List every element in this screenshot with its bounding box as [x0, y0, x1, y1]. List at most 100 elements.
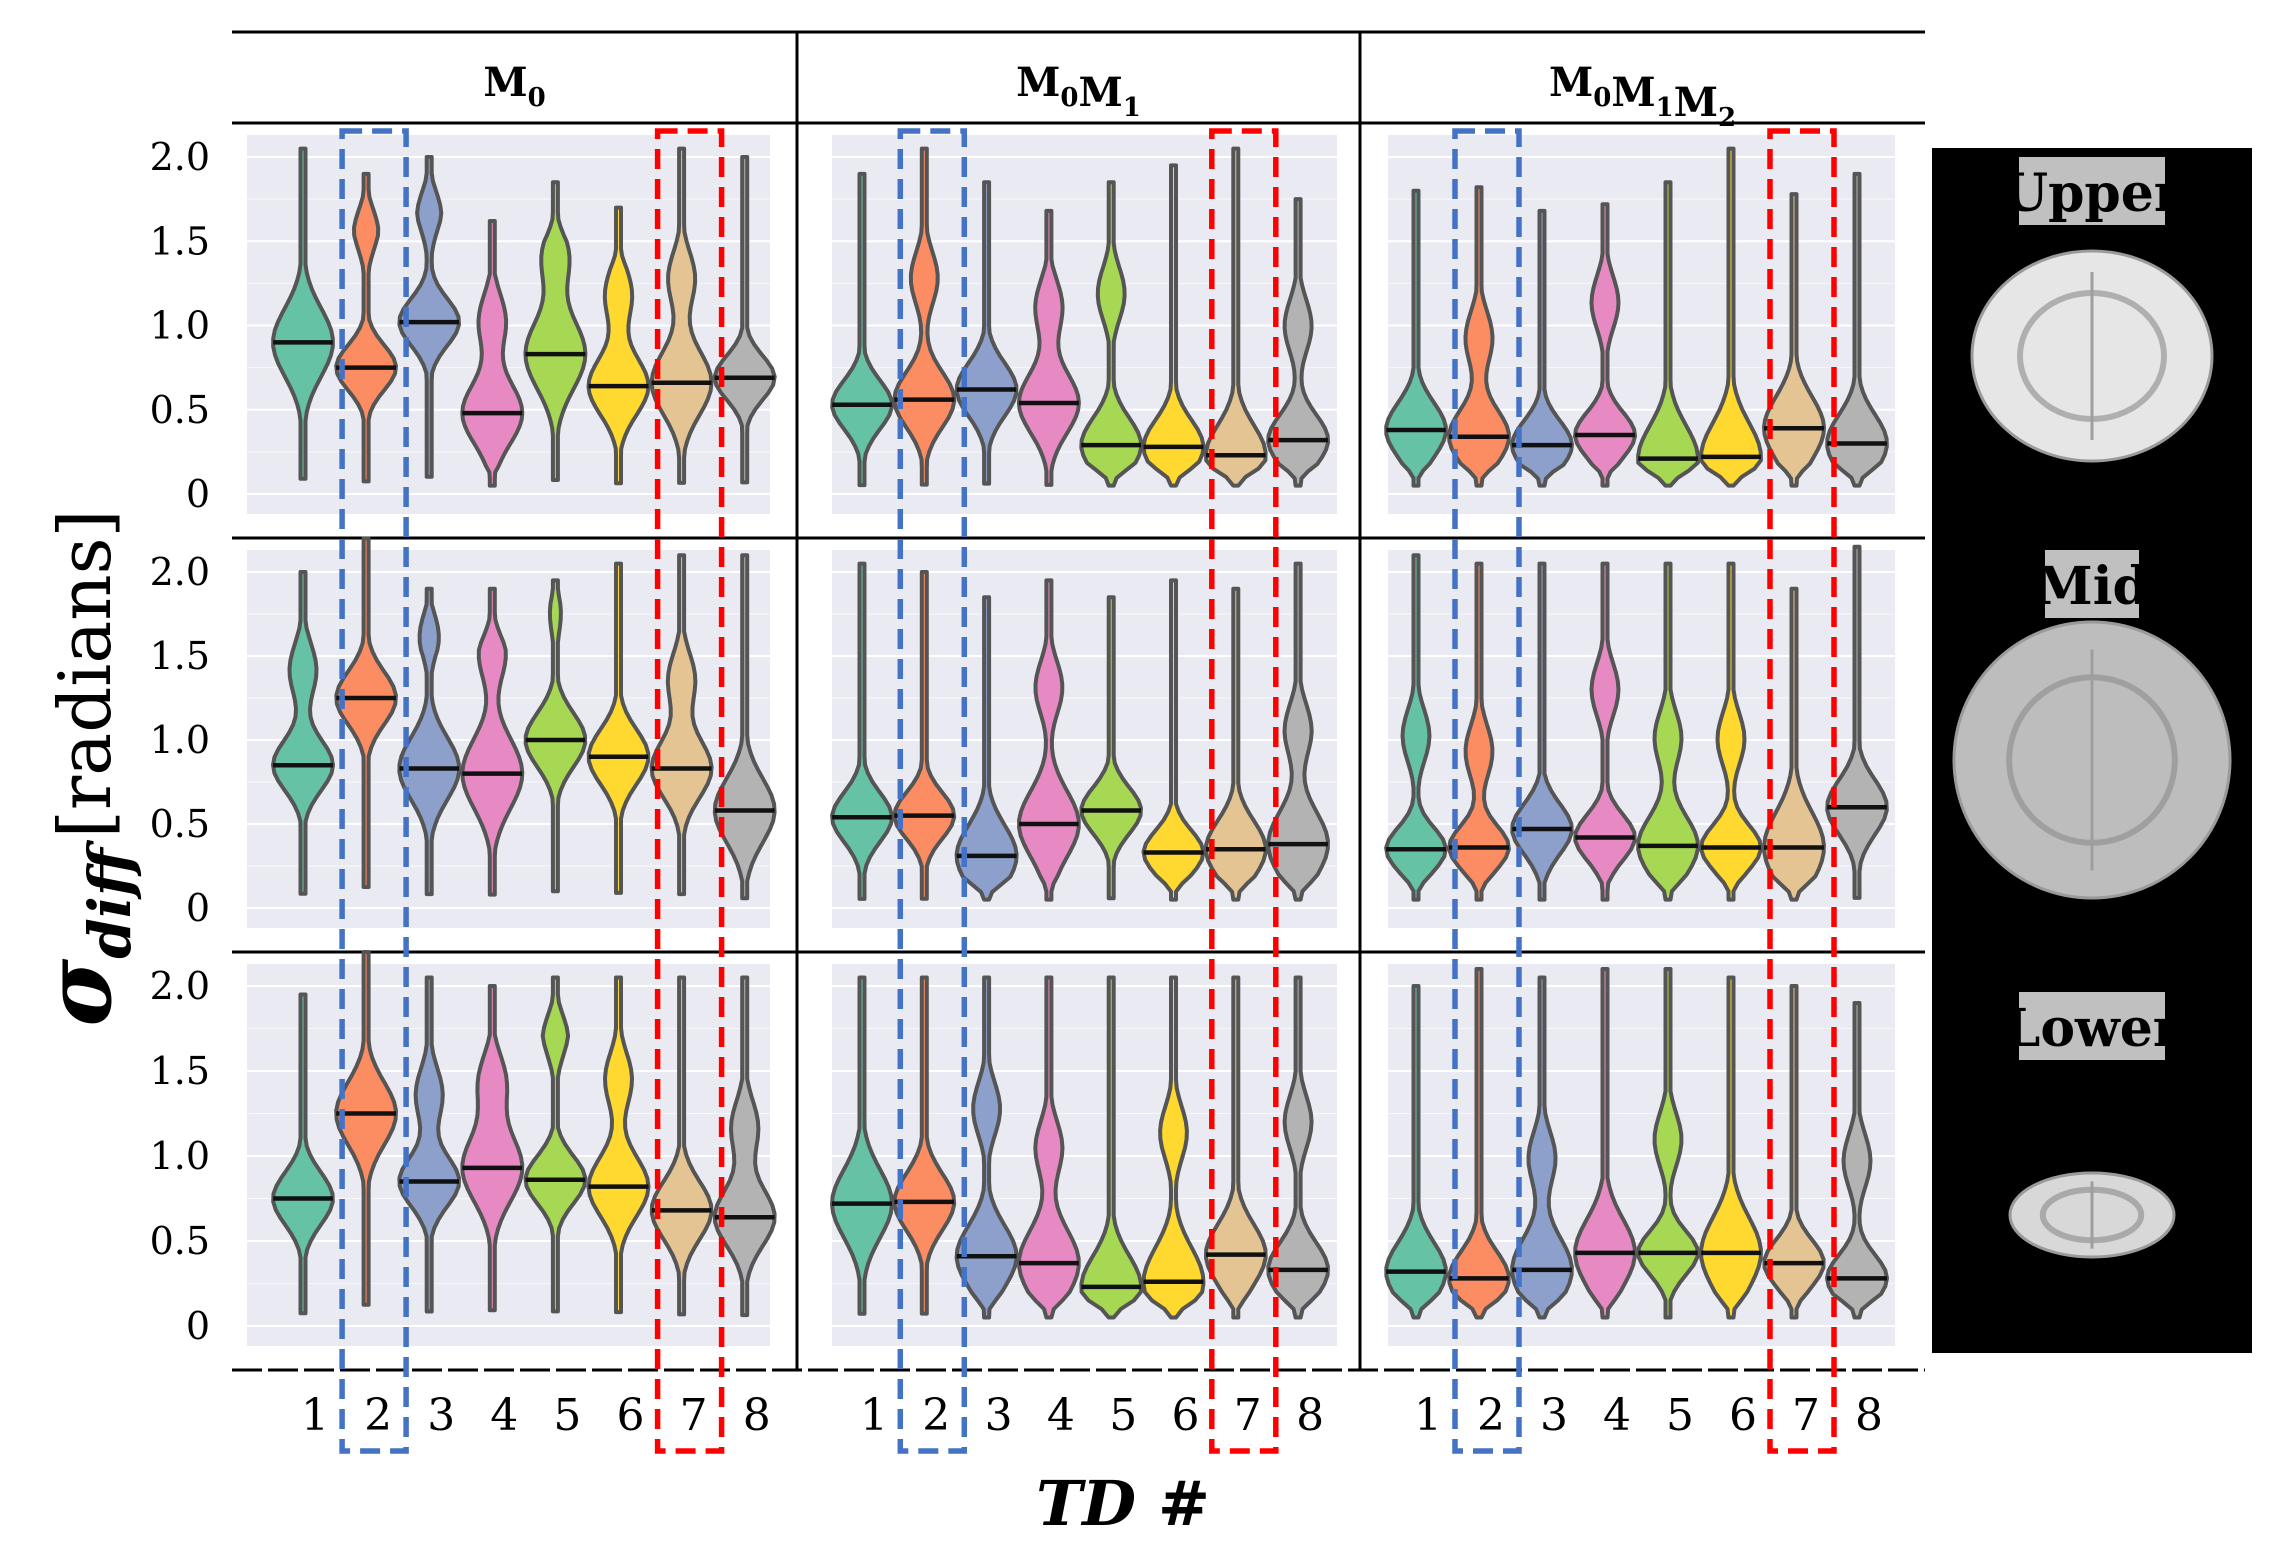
brain-label-box — [2019, 157, 2165, 225]
brain-label-mid: Mid — [2035, 556, 2149, 617]
violin-td5 — [523, 180, 588, 482]
violin-td7 — [1762, 586, 1826, 902]
x-tick-label: 3 — [1540, 1390, 1568, 1441]
violin-td1 — [830, 975, 894, 1316]
violin-td2 — [334, 950, 398, 1307]
x-tick-label: 7 — [680, 1390, 708, 1441]
violin-td5 — [1636, 180, 1700, 488]
x-tick-label: 8 — [743, 1390, 771, 1441]
violin-td5 — [1636, 967, 1700, 1320]
violin-td7 — [1762, 984, 1826, 1320]
x-tick-label: 4 — [490, 1390, 518, 1441]
violin-td6 — [1699, 146, 1763, 488]
panel-grid — [232, 30, 1925, 1372]
y-tick-label: 1.5 — [150, 634, 210, 678]
violin-td6 — [586, 975, 651, 1315]
brain-label-box — [2045, 550, 2139, 618]
violin-td2 — [1447, 561, 1511, 902]
y-tick-label: 1.0 — [150, 1134, 210, 1178]
highlight-box-td2 — [1452, 128, 1522, 1454]
violin-td6 — [586, 561, 651, 895]
x-axis-label-hash: # — [1158, 1467, 1210, 1540]
violin-td2 — [1447, 185, 1511, 488]
violin-td4 — [460, 219, 525, 488]
violin-td2 — [1447, 967, 1511, 1320]
violin-panels: 0 0.5 1.0 1.5 2.0 0 0.5 1.0 1.5 2.0 0 0.5 1.0 1.5 2.0 — [150, 135, 1895, 1348]
panel-upper-m0m1 — [830, 135, 1337, 514]
violin-td8 — [712, 975, 777, 1318]
highlight-box-td7 — [1209, 128, 1279, 1454]
panel-lower-m0m1 — [830, 964, 1337, 1346]
violin-td4 — [1017, 975, 1081, 1320]
column-header: M0M1 — [1016, 59, 1141, 123]
violin-td7 — [649, 146, 714, 485]
violin-td1 — [1384, 188, 1448, 488]
y-tick-label: 1.5 — [150, 219, 210, 263]
x-tick-label: 8 — [1296, 1390, 1324, 1441]
violin-td4 — [460, 586, 525, 897]
highlight-box-td7 — [654, 128, 725, 1454]
y-tick-label: 2.0 — [150, 550, 210, 594]
violin-td4 — [1016, 208, 1081, 487]
x-axis-label: TD # — [1036, 1467, 1210, 1540]
violin-td4 — [1017, 578, 1081, 902]
column-header-base: M — [1079, 69, 1123, 116]
x-tick-label: 1 — [1414, 1390, 1442, 1441]
column-header-subscript: 0 — [528, 83, 546, 113]
violin-td1 — [271, 992, 335, 1316]
violin-td8 — [1266, 197, 1330, 488]
y-tick-label: 0.5 — [150, 802, 210, 846]
column-header: M0 — [483, 59, 545, 113]
y-tick-label: 0.5 — [150, 1219, 210, 1263]
column-header-base: M — [483, 59, 527, 106]
panel-mid-m0m1 — [830, 550, 1337, 928]
panel-lower-m0: 0 0.5 1.0 1.5 2.0 — [150, 950, 777, 1348]
violin-td2 — [892, 975, 957, 1316]
highlight-box-td2 — [339, 128, 409, 1454]
violin-td4 — [1573, 202, 1637, 488]
x-tick-label: 7 — [1234, 1390, 1262, 1441]
panel-upper-m0m1m2 — [1384, 135, 1895, 514]
y-tick-label: 1.0 — [150, 304, 210, 348]
column-header-base: M — [1674, 79, 1718, 126]
violin-td3 — [954, 975, 1019, 1320]
x-tick-label: 5 — [553, 1390, 581, 1441]
violin-td4 — [460, 984, 525, 1313]
violin-td5 — [523, 975, 588, 1314]
y-tick-label: 0 — [186, 472, 210, 516]
x-tick-label: 1 — [860, 1390, 888, 1441]
y-tick-label: 1.0 — [150, 718, 210, 762]
x-tick-label: 4 — [1047, 1390, 1075, 1441]
violin-td6 — [1141, 578, 1206, 902]
violin-td2 — [334, 171, 398, 484]
brain-label-upper: Upper — [2003, 163, 2182, 224]
column-header-subscript: 2 — [1718, 103, 1736, 133]
y-tick-label: 2.0 — [150, 135, 210, 179]
x-tick-label: 2 — [922, 1390, 950, 1441]
violin-td4 — [1573, 967, 1637, 1320]
y-axis-subscript: diff — [76, 839, 144, 959]
y-tick-label: 0.5 — [150, 388, 210, 432]
violin-td8 — [1825, 171, 1889, 488]
panel-mid-m0m1m2 — [1384, 544, 1895, 928]
violin-td3 — [397, 975, 461, 1314]
violin-td1 — [1384, 553, 1448, 902]
brain-label-lower: Lower — [2004, 998, 2181, 1059]
violin-td4 — [1573, 561, 1637, 902]
highlight-boxes — [339, 128, 1837, 1454]
violin-td1 — [830, 171, 894, 488]
violin-td6 — [1699, 975, 1763, 1320]
x-tick-label: 5 — [1666, 1390, 1694, 1441]
violin-td3 — [954, 595, 1019, 902]
x-tick-label: 1 — [301, 1390, 329, 1441]
panel-lower-m0m1m2 — [1384, 964, 1895, 1346]
column-header-base: M — [1016, 59, 1060, 106]
violin-td8 — [1825, 544, 1889, 900]
violin-td1 — [271, 146, 335, 481]
y-tick-label: 2.0 — [150, 964, 210, 1008]
x-tick-label: 5 — [1109, 1390, 1137, 1441]
violin-td3 — [1510, 975, 1574, 1320]
violin-td5 — [1636, 561, 1700, 902]
